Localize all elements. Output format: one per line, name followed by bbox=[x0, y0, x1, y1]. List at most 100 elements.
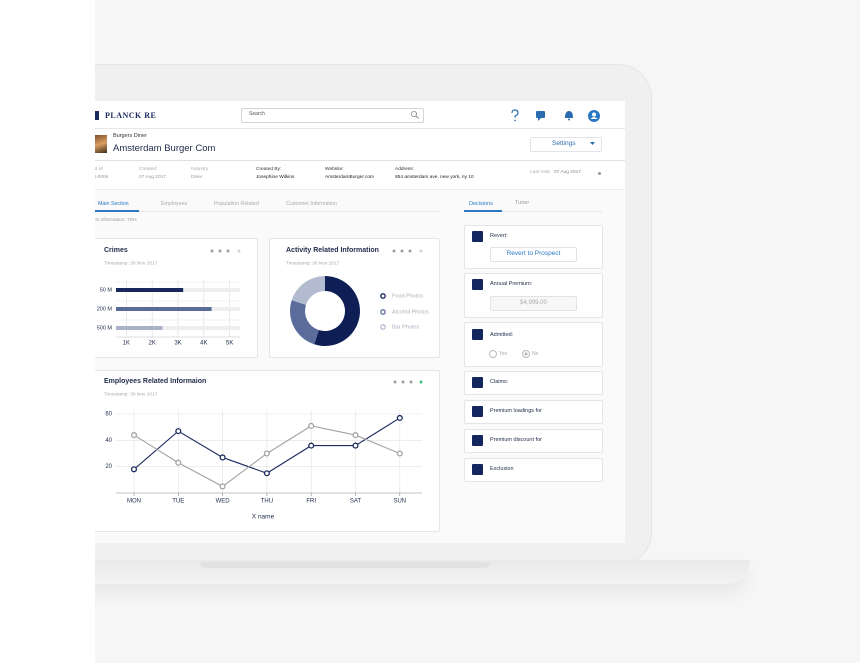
radio[interactable] bbox=[522, 350, 530, 358]
premium-label: Annual Premium: bbox=[490, 281, 533, 287]
x-tick-label: 1K bbox=[123, 341, 130, 347]
settings-dropdown[interactable] bbox=[530, 137, 602, 152]
y-tick-label: 60 bbox=[105, 412, 112, 418]
brand: PLANCK RE bbox=[105, 111, 157, 120]
info-row bbox=[95, 161, 625, 190]
section-label: Premium discount for bbox=[490, 437, 542, 443]
admitted-label: Admitted: bbox=[490, 332, 514, 338]
chart-subtitle: Timestamp: 30 Nov 2017 bbox=[104, 260, 158, 266]
line-point bbox=[308, 442, 315, 449]
main-tab: Main Section bbox=[98, 201, 129, 207]
x-tick-label: TUE bbox=[172, 499, 184, 505]
line-point bbox=[219, 483, 226, 490]
revert-icon bbox=[472, 231, 483, 242]
tabs-rule bbox=[95, 211, 440, 212]
chart-subtitle: Timestamp: 30 Nov 2017 bbox=[286, 260, 340, 266]
search-icon[interactable] bbox=[410, 110, 420, 120]
revert-label: Revert: bbox=[490, 233, 508, 239]
header-icons[interactable] bbox=[509, 109, 601, 123]
line-point bbox=[352, 442, 359, 449]
info-value: 298-0006 bbox=[88, 175, 109, 180]
x-tick-label: MON bbox=[127, 499, 141, 505]
x-tick-label: 4K bbox=[200, 341, 207, 347]
x-tick-label: 5K bbox=[226, 341, 233, 347]
main-tab: Employees bbox=[161, 201, 188, 207]
pie-slice bbox=[314, 276, 361, 346]
sidebar-tab-underline bbox=[464, 210, 502, 212]
section-icon bbox=[472, 377, 483, 388]
search-placeholder: Search bbox=[249, 111, 265, 117]
line-point bbox=[396, 414, 403, 422]
y-tick-label: 20 bbox=[105, 464, 112, 470]
line-point bbox=[219, 454, 226, 461]
info-dot bbox=[598, 172, 601, 175]
info-label: Address: bbox=[395, 167, 414, 172]
note: ghts Information: 70% bbox=[90, 218, 137, 223]
x-tick-label: FRI bbox=[306, 499, 316, 505]
revert-button-label: Revert to Prospect bbox=[506, 250, 561, 257]
line-point bbox=[263, 450, 270, 457]
info-label: Created By: bbox=[256, 167, 282, 172]
x-tick-label: 2K bbox=[148, 341, 155, 347]
info-value: Diner bbox=[191, 175, 203, 180]
section-icon bbox=[472, 406, 483, 417]
page-mask bbox=[0, 0, 95, 663]
x-tick-label: SAT bbox=[350, 499, 362, 505]
info-value: Josephine Wilkins bbox=[256, 175, 295, 180]
line-point bbox=[175, 428, 182, 435]
legend-marker bbox=[380, 293, 386, 299]
info-label: Industry: bbox=[191, 167, 210, 172]
info-value: 07 Aug 2017 bbox=[554, 170, 581, 175]
info-value: 654 amsterdam ave, new york, ny 10 bbox=[395, 175, 474, 180]
chart-title: Activity Related Information bbox=[286, 247, 379, 254]
settings-label: Settings bbox=[552, 140, 576, 147]
info-value: AmsterdamBurger.com bbox=[325, 175, 375, 180]
section-card[interactable] bbox=[464, 371, 603, 395]
tab-active-underline bbox=[95, 210, 139, 212]
line-point bbox=[352, 432, 359, 439]
section-card[interactable] bbox=[464, 400, 603, 424]
card-menus[interactable] bbox=[210, 249, 423, 384]
bar bbox=[116, 326, 163, 330]
logo-mark bbox=[95, 111, 99, 120]
info-label: Created: bbox=[139, 167, 158, 172]
search-box[interactable] bbox=[241, 108, 424, 123]
info-label: Last Visit: bbox=[530, 170, 551, 175]
bar bbox=[116, 307, 212, 311]
admitted-card bbox=[464, 322, 603, 367]
main-tab: Population Related bbox=[214, 201, 259, 207]
x-axis-label: X name bbox=[252, 514, 275, 521]
y-tick-label: 50 M bbox=[100, 287, 113, 293]
radio-label: Yes bbox=[499, 351, 508, 357]
info-label: Website: bbox=[325, 167, 344, 172]
laptop-notch bbox=[200, 562, 490, 568]
info-value: 07 Aug 2017 bbox=[139, 175, 166, 180]
pie-slice bbox=[290, 300, 319, 345]
premium-icon bbox=[472, 279, 483, 290]
radio[interactable] bbox=[489, 350, 497, 358]
legend-label: Food Photos bbox=[392, 293, 423, 299]
legend-label: Bar Photos bbox=[392, 324, 419, 330]
line-point bbox=[175, 459, 182, 466]
section-icon bbox=[472, 435, 483, 446]
sidebar-tab[interactable]: Tuner bbox=[515, 200, 530, 206]
business-photo bbox=[95, 135, 107, 153]
section-card[interactable] bbox=[464, 429, 603, 453]
x-tick-label: THU bbox=[261, 499, 273, 505]
chart-title: Employees Related Informaion bbox=[104, 378, 206, 385]
sidebar-tab[interactable]: Decisions bbox=[469, 201, 493, 207]
pie-slice bbox=[291, 276, 325, 305]
premium-input[interactable] bbox=[490, 296, 577, 311]
section-icon bbox=[472, 464, 483, 475]
sidebar-tabs-rule bbox=[464, 211, 602, 212]
bar bbox=[116, 288, 184, 292]
line-point bbox=[308, 422, 315, 429]
section-label: Claims: bbox=[490, 379, 509, 385]
admitted-icon bbox=[472, 329, 483, 340]
section-label: Premium loadings for bbox=[490, 408, 542, 414]
section-card[interactable] bbox=[464, 458, 603, 482]
line-point bbox=[130, 466, 138, 473]
revert-button[interactable] bbox=[490, 247, 577, 262]
